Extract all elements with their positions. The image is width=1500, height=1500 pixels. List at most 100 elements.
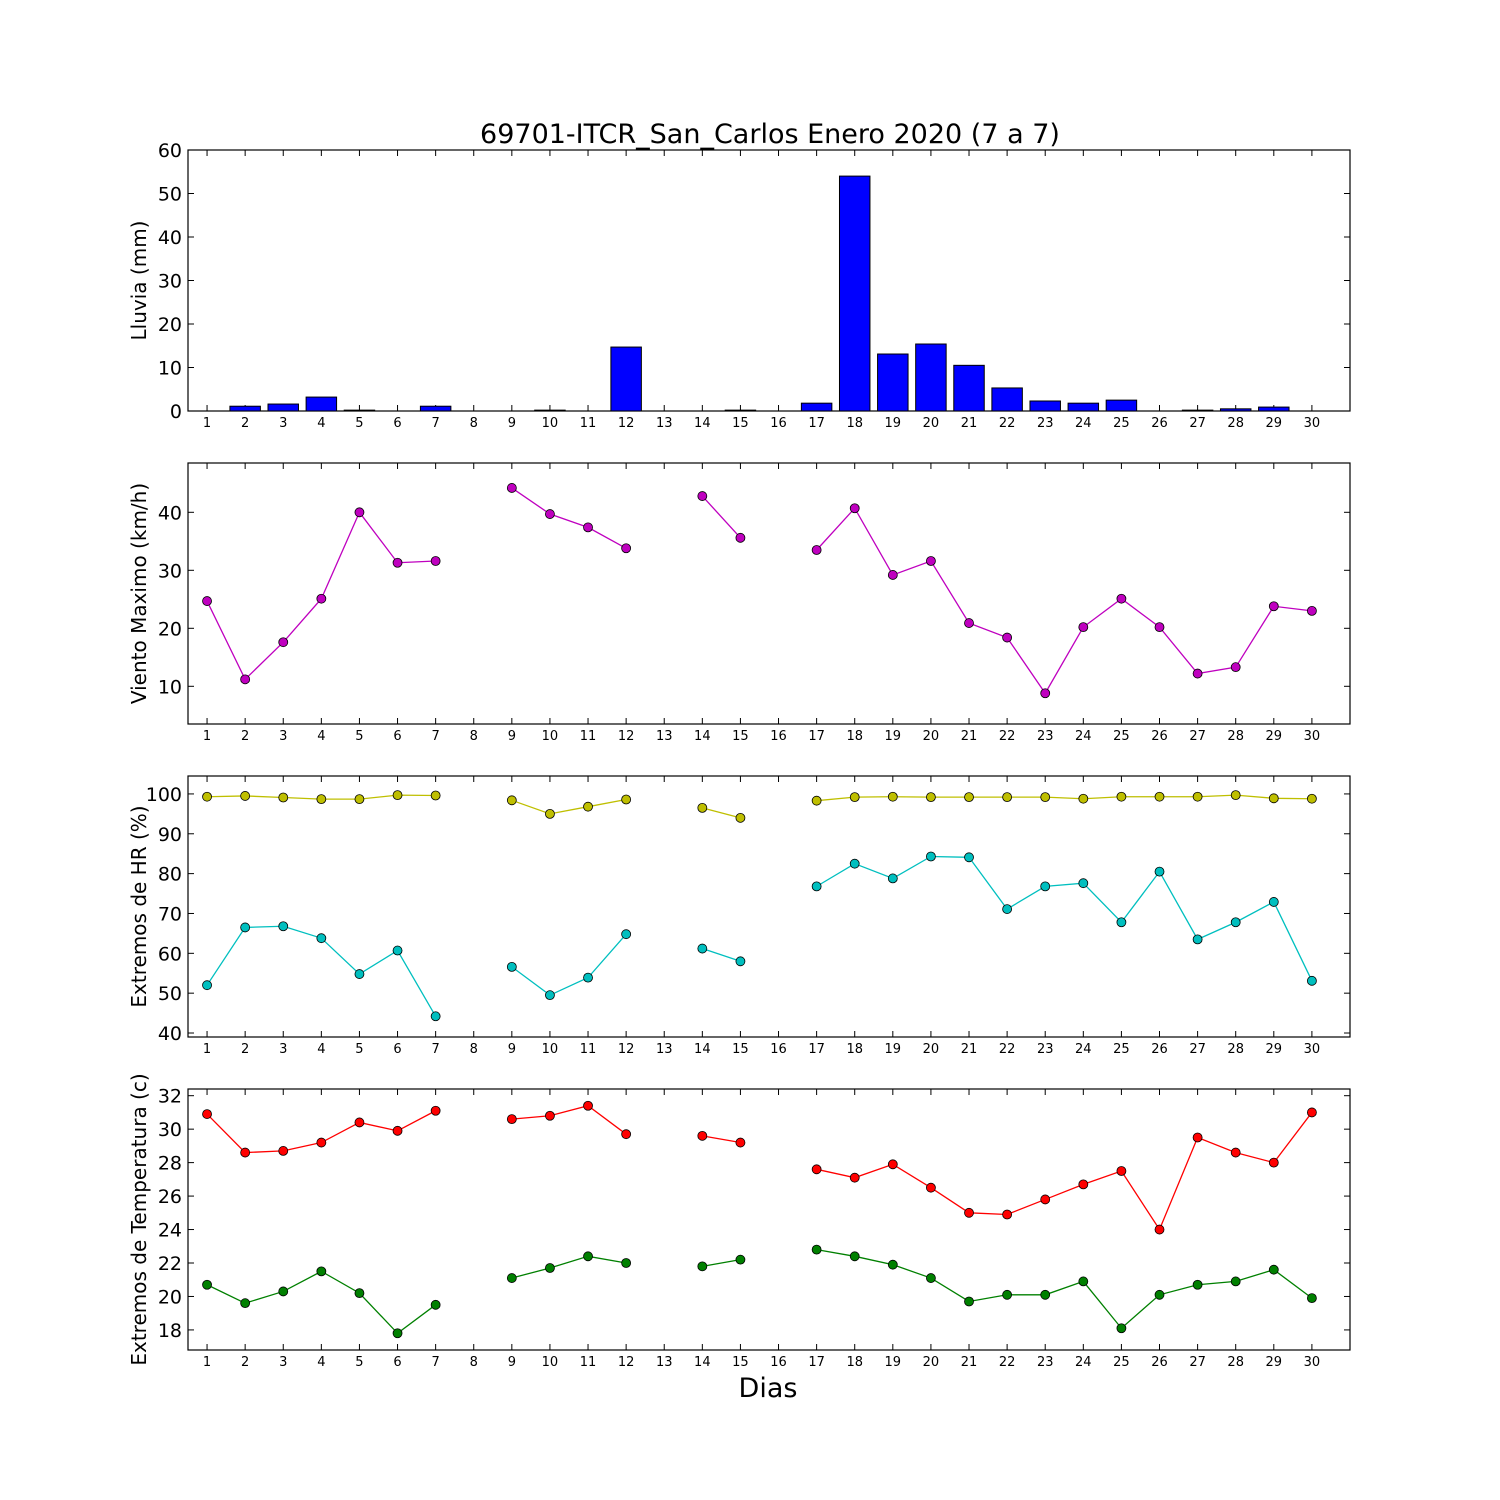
data-point bbox=[887, 1159, 898, 1170]
x-tick-label: 22 bbox=[999, 416, 1016, 431]
rain-bar bbox=[1105, 399, 1138, 412]
x-tick-label: 4 bbox=[317, 729, 325, 744]
data-point bbox=[926, 792, 936, 803]
data-point bbox=[1078, 1276, 1089, 1287]
data-point bbox=[1002, 1289, 1013, 1300]
y-tick-label: 40 bbox=[158, 502, 182, 524]
data-point bbox=[887, 1259, 898, 1270]
x-tick-label: 25 bbox=[1113, 729, 1130, 744]
data-point bbox=[583, 1251, 593, 1262]
data-point bbox=[1307, 1293, 1317, 1304]
x-tick-label: 1 bbox=[203, 729, 211, 744]
rain-bar bbox=[610, 346, 642, 412]
x-tick-label: 23 bbox=[1037, 1042, 1054, 1057]
x-tick-label: 14 bbox=[694, 729, 711, 744]
x-tick-label: 7 bbox=[431, 1042, 439, 1057]
x-tick-label: 24 bbox=[1075, 729, 1092, 744]
x-tick-label: 7 bbox=[431, 416, 439, 431]
rain-bar bbox=[915, 343, 947, 412]
data-point bbox=[1230, 1147, 1241, 1158]
x-tick-label: 22 bbox=[999, 1355, 1016, 1370]
x-tick-label: 27 bbox=[1189, 416, 1206, 431]
y-tick-label: 28 bbox=[158, 1153, 182, 1175]
x-tick-label: 16 bbox=[770, 1355, 787, 1370]
x-tick-label: 10 bbox=[542, 729, 559, 744]
data-point bbox=[887, 570, 898, 580]
data-point bbox=[392, 790, 403, 801]
data-point bbox=[545, 1263, 555, 1273]
data-point bbox=[1002, 904, 1013, 914]
data-point bbox=[1230, 917, 1241, 928]
data-point bbox=[583, 1100, 593, 1111]
data-point bbox=[1230, 1276, 1241, 1287]
data-point bbox=[430, 790, 441, 801]
rain-bar bbox=[305, 396, 338, 412]
data-point bbox=[1040, 881, 1051, 892]
data-point bbox=[583, 522, 593, 533]
x-tick-label: 21 bbox=[961, 1355, 978, 1370]
data-point bbox=[621, 929, 632, 940]
x-tick-label: 13 bbox=[656, 416, 673, 431]
series-line bbox=[816, 1112, 1313, 1231]
x-tick-label: 4 bbox=[317, 1355, 325, 1370]
x-tick-label: 19 bbox=[885, 729, 902, 744]
data-point bbox=[354, 1117, 365, 1128]
series-line bbox=[511, 1255, 627, 1279]
series-line bbox=[511, 1105, 627, 1135]
x-tick-label: 9 bbox=[508, 416, 516, 431]
data-point bbox=[1078, 878, 1089, 889]
data-point bbox=[1116, 1323, 1127, 1334]
data-point bbox=[202, 1109, 212, 1119]
data-point bbox=[1307, 606, 1317, 616]
x-tick-label: 30 bbox=[1304, 416, 1321, 431]
data-point bbox=[1154, 622, 1165, 633]
x-tick-label: 19 bbox=[885, 1042, 902, 1057]
y-tick-label: 30 bbox=[158, 1119, 182, 1141]
data-point bbox=[697, 1261, 708, 1272]
rain-bar bbox=[838, 175, 871, 412]
data-point bbox=[697, 1130, 708, 1141]
x-tick-label: 2 bbox=[241, 729, 249, 744]
x-tick-label: 22 bbox=[999, 1042, 1016, 1057]
x-tick-label: 2 bbox=[241, 416, 249, 431]
data-point bbox=[1116, 593, 1127, 604]
data-point bbox=[1040, 1194, 1051, 1205]
data-point bbox=[240, 922, 251, 933]
x-tick-label: 10 bbox=[542, 416, 559, 431]
data-point bbox=[926, 1182, 936, 1193]
data-point bbox=[316, 1266, 327, 1277]
data-point bbox=[1268, 601, 1279, 612]
x-tick-label: 15 bbox=[732, 1355, 749, 1370]
data-point bbox=[1230, 790, 1241, 801]
data-point bbox=[240, 674, 251, 685]
plot-frame bbox=[187, 462, 1351, 725]
series-line bbox=[511, 798, 627, 815]
data-point bbox=[964, 852, 974, 863]
data-point bbox=[1268, 1157, 1279, 1168]
data-point bbox=[354, 1288, 365, 1299]
data-point bbox=[1192, 668, 1203, 679]
x-tick-label: 12 bbox=[618, 416, 635, 431]
y-tick-label: 26 bbox=[158, 1186, 182, 1208]
x-tick-label: 28 bbox=[1227, 1042, 1244, 1057]
y-tick-label: 70 bbox=[158, 903, 182, 925]
data-point bbox=[735, 956, 746, 967]
rain-bar bbox=[343, 409, 376, 412]
y-tick-label: 50 bbox=[158, 184, 182, 206]
x-tick-label: 5 bbox=[355, 1355, 363, 1370]
data-point bbox=[1192, 934, 1203, 945]
data-point bbox=[316, 933, 327, 944]
x-tick-label: 16 bbox=[770, 416, 787, 431]
rain-bar bbox=[1181, 409, 1214, 412]
rain-bar bbox=[229, 405, 261, 412]
x-tick-label: 8 bbox=[470, 1042, 478, 1057]
rain-bar bbox=[877, 353, 909, 412]
data-point bbox=[430, 556, 441, 566]
series-line bbox=[816, 1248, 1313, 1330]
data-point bbox=[621, 543, 632, 554]
data-point bbox=[1078, 1179, 1089, 1190]
